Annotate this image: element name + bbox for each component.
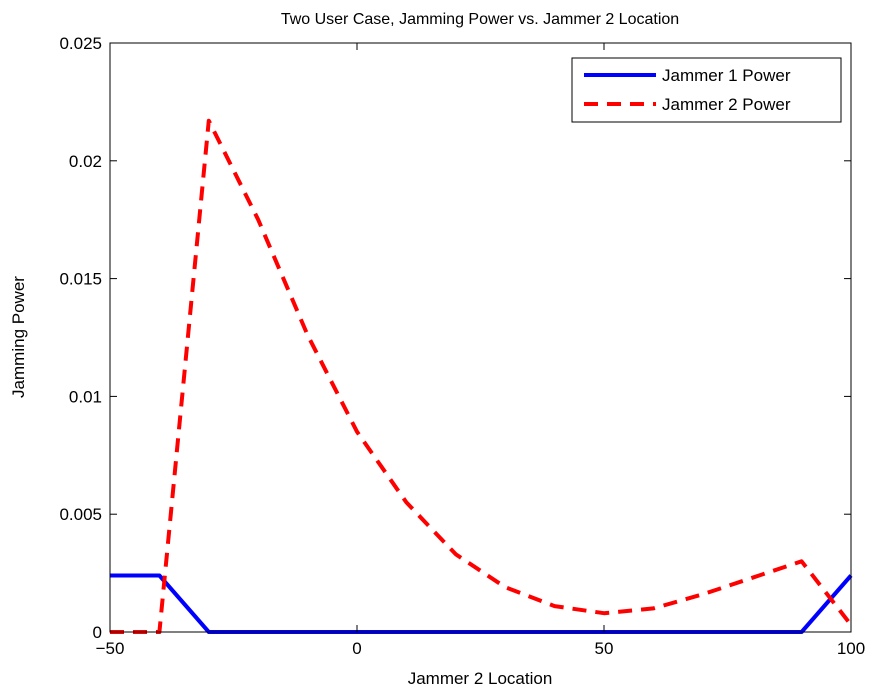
x-tick-label: 50 bbox=[595, 639, 614, 658]
y-tick-label: 0.02 bbox=[69, 152, 102, 171]
y-axis: 0 0.005 0.01 0.015 0.02 0.025 bbox=[59, 34, 851, 642]
x-tick-label: 100 bbox=[837, 639, 865, 658]
x-tick-label: −50 bbox=[96, 639, 125, 658]
y-tick-label: 0 bbox=[93, 623, 102, 642]
y-tick-label: 0.025 bbox=[59, 34, 102, 53]
x-axis-label: Jammer 2 Location bbox=[408, 669, 553, 688]
y-tick-label: 0.01 bbox=[69, 387, 102, 406]
y-axis-label: Jamming Power bbox=[9, 276, 28, 398]
y-tick-label: 0.015 bbox=[59, 270, 102, 289]
series-line-2 bbox=[110, 118, 853, 634]
chart-title: Two User Case, Jamming Power vs. Jammer … bbox=[281, 11, 679, 28]
x-tick-label: 0 bbox=[352, 639, 361, 658]
y-tick-label: 0.005 bbox=[59, 505, 102, 524]
legend: Jammer 1 Power Jammer 2 Power bbox=[571, 57, 842, 123]
plot-area bbox=[110, 118, 853, 634]
legend-label-1: Jammer 1 Power bbox=[662, 66, 791, 85]
plot-frame bbox=[109, 42, 852, 633]
x-axis: −50 0 50 100 bbox=[96, 43, 865, 658]
legend-box bbox=[571, 57, 842, 123]
legend-label-2: Jammer 2 Power bbox=[662, 95, 791, 114]
